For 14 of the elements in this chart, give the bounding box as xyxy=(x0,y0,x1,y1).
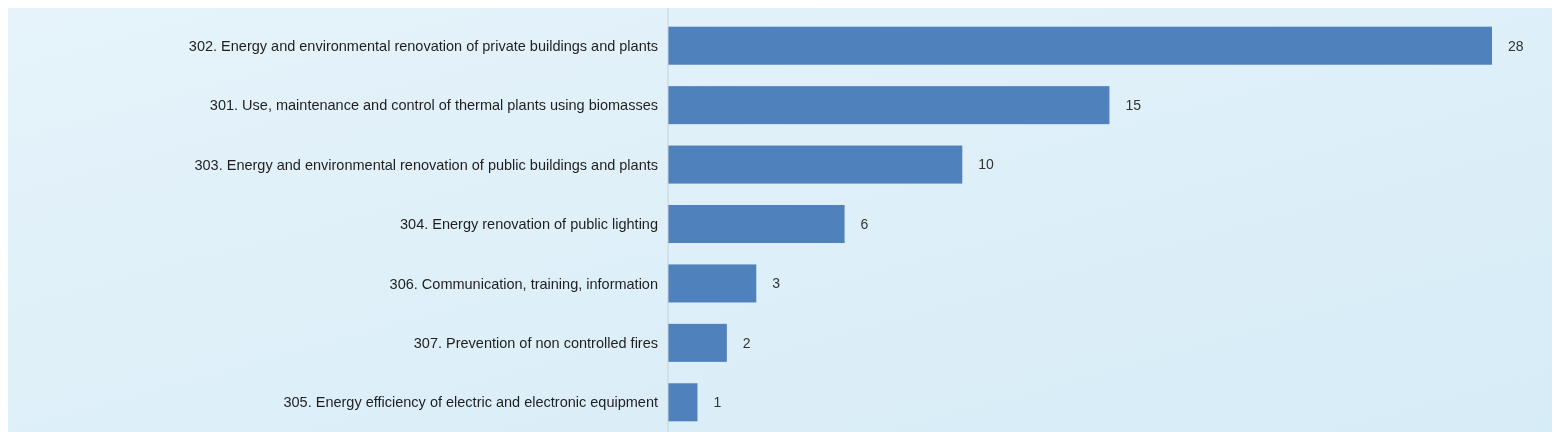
y-tick-label: 301. Use, maintenance and control of thermal plants using biomasses xyxy=(209,97,658,114)
y-tick-label: 305. Energy efficiency of electric and electronic equipment xyxy=(283,394,658,411)
data-label: 2 xyxy=(742,334,751,351)
data-label: 15 xyxy=(1125,97,1142,114)
y-tick-label: 307. Prevention of non controlled fires xyxy=(413,334,658,351)
data-label: 1 xyxy=(713,394,722,411)
data-label: 3 xyxy=(772,275,781,292)
y-tick-label: 304. Energy renovation of public lighting xyxy=(400,216,658,233)
y-tick-label: 303. Energy and environmental renovation of public buildings and plants xyxy=(194,156,658,173)
y-tick-label: 306. Communication, training, information xyxy=(389,275,658,292)
data-label: 10 xyxy=(978,156,995,173)
data-label: 6 xyxy=(860,215,869,232)
y-tick-label: 302. Energy and environmental renovation of private buildings and plants xyxy=(188,37,658,54)
data-label: 28 xyxy=(1508,37,1524,54)
